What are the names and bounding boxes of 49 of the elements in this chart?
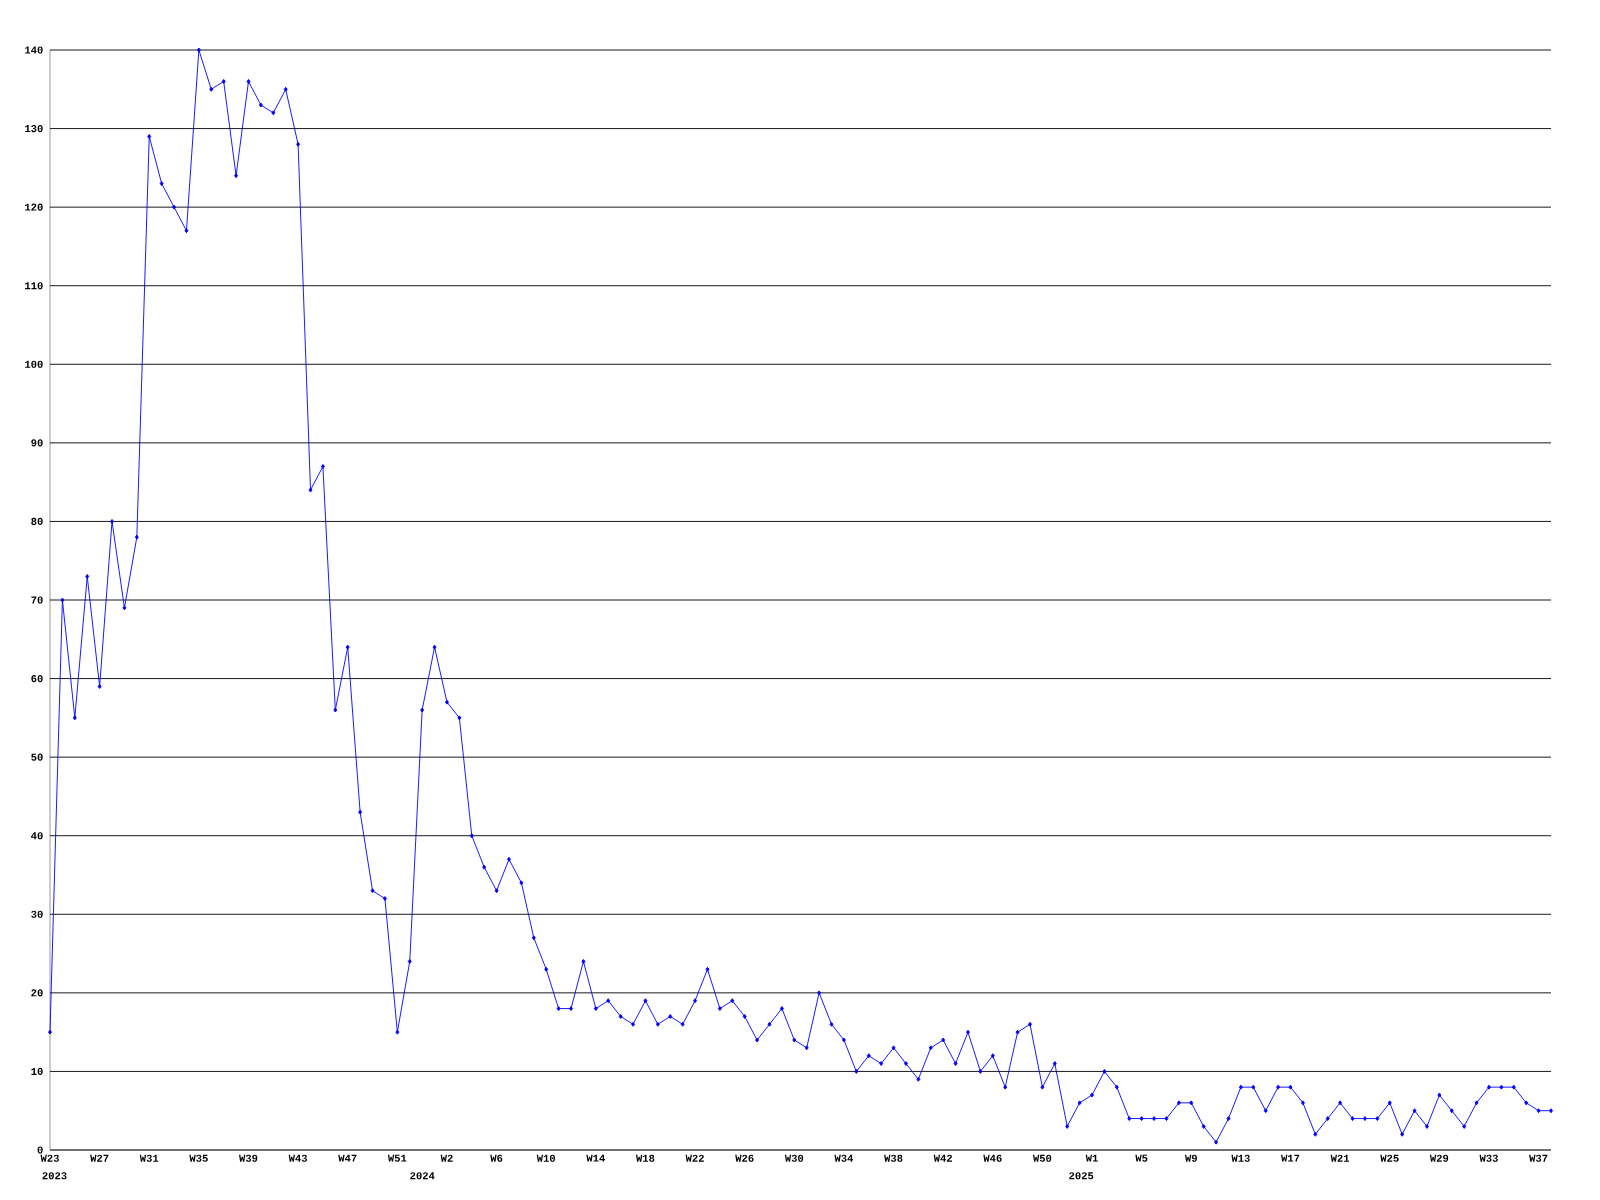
x-tick-label: W31 [139,1154,159,1162]
x-tick-label: W33 [1479,1154,1498,1162]
y-tick-label: 140 [25,46,43,54]
y-tick-label: 20 [31,989,43,997]
x-tick-label: W21 [1330,1154,1350,1162]
x-tick-label: W6 [490,1154,503,1162]
x-tick-label: W17 [1281,1154,1300,1162]
text: 2024 [410,1172,435,1180]
y-tick-label: 70 [31,596,43,604]
y-tick-label: 0 [37,1146,43,1154]
x-tick-label: W13 [1231,1154,1250,1162]
y-tick-label: 120 [25,203,43,211]
y-tick-label: 130 [25,125,43,133]
text: 2023 [42,1172,67,1180]
x-tick-label: W18 [636,1154,655,1162]
x-tick-label: W47 [338,1154,357,1162]
x-tick-label: W46 [983,1154,1002,1162]
x-tick-label: W37 [1529,1154,1548,1162]
x-tick-label: W30 [784,1154,804,1162]
x-tick-label: W35 [189,1154,208,1162]
x-tick-label: W5 [1135,1154,1148,1162]
x-tick-label: W42 [933,1154,952,1162]
x-tick-label: W29 [1429,1154,1449,1162]
y-tick-label: 110 [25,282,43,290]
x-tick-label: W1 [1085,1154,1098,1162]
x-tick-label: W27 [90,1154,109,1162]
x-tick-label: W51 [387,1154,407,1162]
x-tick-label: W22 [685,1154,704,1162]
x-tick-label: W39 [239,1154,258,1162]
x-tick-label: W14 [586,1154,605,1162]
x-tick-label: W10 [536,1154,556,1162]
y-tick-label: 80 [31,517,43,525]
y-tick-label: 50 [31,753,43,761]
y-tick-label: 40 [31,832,43,840]
x-tick-label: W9 [1184,1154,1197,1162]
y-tick-label: 60 [31,675,43,683]
x-tick-label: W50 [1032,1154,1052,1162]
x-tick-label: W26 [735,1154,754,1162]
x-tick-label: W38 [884,1154,903,1162]
text: 2025 [1069,1172,1094,1180]
y-tick-label: 100 [25,360,43,368]
x-tick-label: W43 [288,1154,308,1162]
x-tick-label: W23 [40,1154,59,1162]
x-tick-label: W34 [834,1154,854,1162]
x-tick-label: W2 [440,1154,453,1162]
y-tick-label: 30 [31,910,43,918]
x-tick-label: W25 [1380,1154,1399,1162]
y-tick-label: 10 [31,1067,43,1075]
y-tick-label: 90 [31,439,43,447]
